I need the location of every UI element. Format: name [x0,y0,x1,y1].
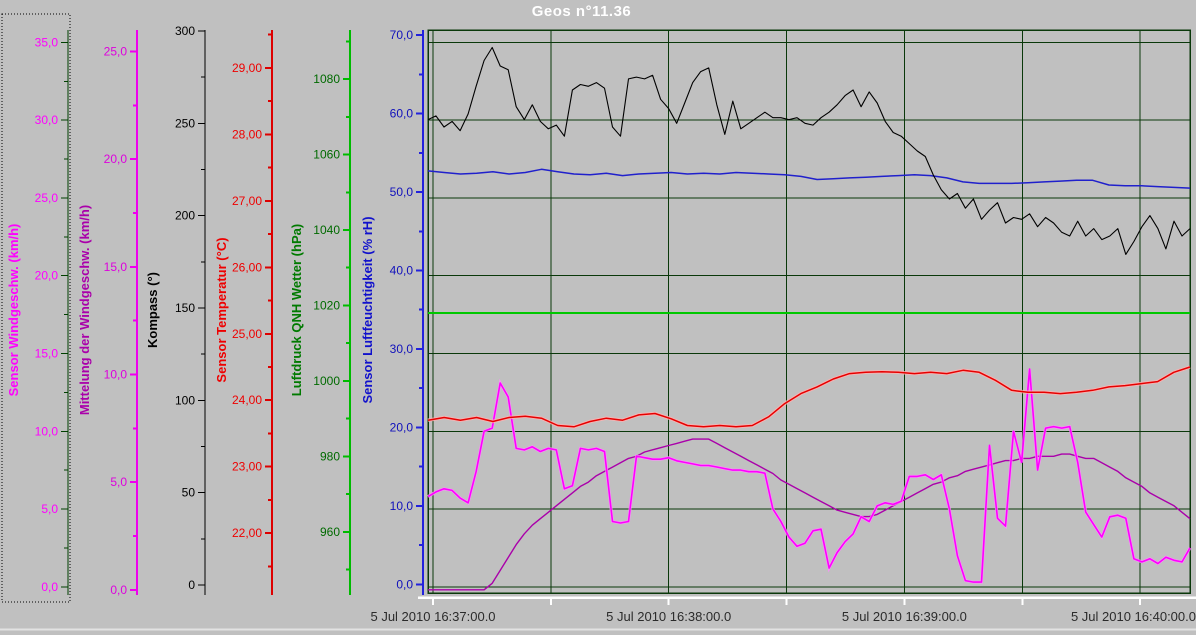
axis-title: Sensor Luftfeuchtigkeit (% rH) [360,216,375,403]
series-line [427,368,1191,583]
y-axis-humidity[interactable]: 0,0 10,0 20,0 30,0 40,0 50,0 60,0 70,0 Sensor Lu… [360,28,424,595]
tick-label: 0 [188,578,195,592]
axis-title: Sensor Temperatur (°C) [214,237,229,382]
tick-label: 50,0 [390,185,414,199]
tick-label: 25,0 [104,45,128,59]
tick-label: 5,0 [41,502,58,516]
series-kompass [427,46,1191,255]
tick-label: 30,0 [35,113,59,127]
grid [428,30,1190,593]
tick-label: 0,0 [110,583,127,597]
tick-label: 150 [175,301,195,315]
plot-frame [427,29,1191,594]
tick-label: 20,0 [104,152,128,166]
chart-title: Geos n°11.36 [531,3,632,20]
series-line [427,46,1191,255]
x-axis-label: 5 Jul 2010 16:40:00.0 [1071,609,1196,624]
tick-label: 100 [175,393,195,407]
tick-label: 10,0 [390,499,414,513]
tick-label: 20,0 [390,420,414,434]
y-axis-avgwind[interactable]: 0,0 5,0 10,0 15,0 20,0 25,0 Mittelung der Wind… [77,30,138,597]
series-line [427,366,1191,428]
tick-label: 1060 [313,148,340,162]
axis-selection-box[interactable] [1,13,71,603]
tick-label: 1040 [313,223,340,237]
series-sensor-luftfeuchtigkeit [427,168,1191,189]
series-mittelung-windgeschw [428,438,1191,591]
series-sensor-windgeschw [427,368,1192,584]
tick-label: 300 [175,24,195,38]
axis-title: Kompass (°) [145,272,160,348]
tick-label: 980 [320,449,340,463]
tick-label: 0,0 [41,580,58,594]
y-axis-pressure[interactable]: 960 980 1000 1020 1040 1060 1080 Luftdruck QNH … [289,30,351,595]
tick-label: 1000 [313,374,340,388]
tick-label: 25,0 [35,191,59,205]
tick-label: 10,0 [35,424,59,438]
series-line [427,168,1191,189]
x-axis-label: 5 Jul 2010 16:38:00.0 [606,609,731,624]
axis-title: Mittelung der Windgeschw. (km/h) [77,205,92,415]
axis-title: Luftdruck QNH Wetter (hPa) [289,224,304,396]
tick-label: 22,00 [232,526,262,540]
tick-label: 30,0 [390,342,414,356]
x-axis-label: 5 Jul 2010 16:39:00.0 [842,609,967,624]
tick-label: 28,00 [232,127,262,141]
tick-label: 40,0 [390,264,414,278]
tick-label: 26,00 [232,260,262,274]
tick-label: 200 [175,209,195,223]
tick-label: 5,0 [110,475,127,489]
y-axis-wind[interactable]: 0,0 5,0 10,0 15,0 20,0 25,0 30,0 35,0 Sensor Win… [6,30,69,595]
tick-label: 15,0 [104,260,128,274]
tick-label: 250 [175,116,195,130]
tick-label: 0,0 [396,577,413,591]
tick-label: 1080 [313,72,340,86]
tick-label: 20,0 [35,269,59,283]
tick-label: 10,0 [104,367,128,381]
y-axis-temp[interactable]: 22,00 23,00 24,00 25,00 26,00 27,00 28,00 29,00… [214,30,273,595]
tick-label: 70,0 [390,28,414,42]
tick-label: 1020 [313,298,340,312]
y-axis-kompass[interactable]: 0 50 100 150 200 250 300 Kompass (°) [145,24,206,595]
x-axis-label: 5 Jul 2010 16:37:00.0 [370,609,495,624]
tick-label: 24,00 [232,393,262,407]
tick-label: 960 [320,525,340,539]
tick-label: 15,0 [35,346,59,360]
tick-label: 27,00 [232,194,262,208]
axis-title: Sensor Windgeschw. (km/h) [6,224,21,397]
tick-label: 29,00 [232,61,262,75]
series-line [428,438,1191,591]
x-axis[interactable]: 5 Jul 2010 16:37:00.0 5 Jul 2010 16:38:00… [370,596,1196,625]
series-sensor-temperatur [427,365,1191,429]
tick-label: 23,00 [232,460,262,474]
tick-label: 35,0 [35,35,59,49]
tick-label: 50 [182,486,196,500]
tick-label: 60,0 [390,107,414,121]
tick-label: 25,00 [232,327,262,341]
